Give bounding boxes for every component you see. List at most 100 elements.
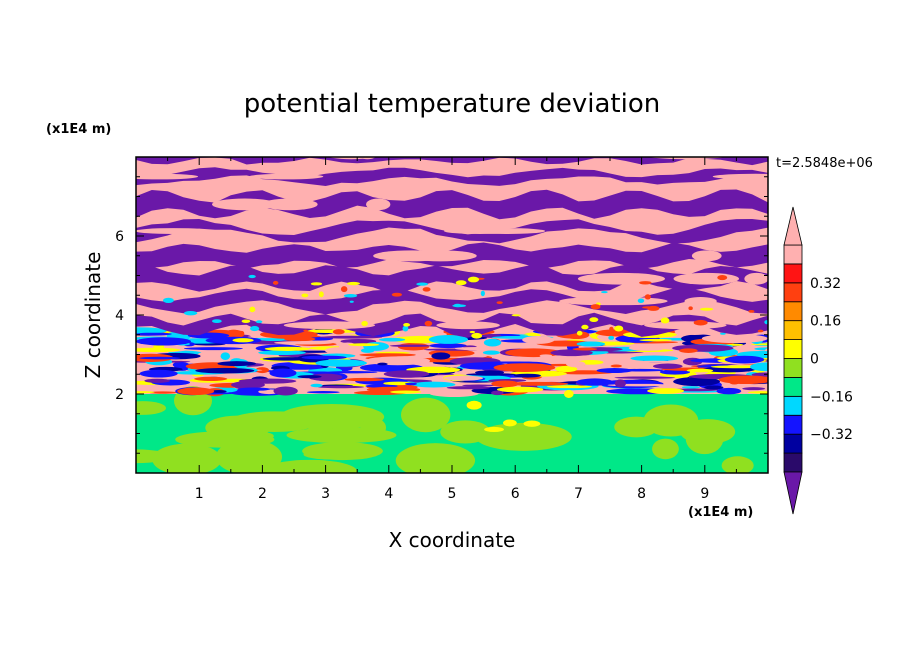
transition-layer-cell <box>564 389 574 398</box>
upper-layer-gap <box>684 297 717 306</box>
x-tick-label: 9 <box>700 486 709 502</box>
y-tick-label: 2 <box>115 387 124 403</box>
interface-speck <box>757 329 764 333</box>
transition-layer-cell <box>390 390 422 394</box>
upper-layer-stripe <box>136 264 768 293</box>
transition-layer-cell <box>614 376 676 379</box>
upper-layer-gap <box>328 157 374 160</box>
transition-layer-cell <box>136 332 172 336</box>
upper-layer-stripe <box>136 167 768 186</box>
transition-layer-cell <box>144 378 171 383</box>
colorbar-band <box>783 358 803 378</box>
interface-speck <box>301 293 309 298</box>
interface-speck <box>639 281 652 285</box>
transition-layer-cell <box>716 387 742 395</box>
interface-speck <box>250 326 260 332</box>
upper-layer-gap <box>261 198 318 211</box>
interface-speck <box>471 332 483 339</box>
colorbar <box>783 206 803 515</box>
transition-layer-cell <box>319 335 383 339</box>
lower-layer-patch <box>401 397 451 433</box>
colorbar-over-arrow <box>783 206 803 246</box>
transition-layer-cell <box>681 386 700 389</box>
interface-speck <box>719 332 726 335</box>
transition-layer-cell <box>139 356 181 360</box>
interface-speck <box>248 274 256 279</box>
upper-layer-gap <box>673 272 740 285</box>
lower-layer-patch <box>136 401 167 415</box>
transition-layer-cell <box>315 359 367 367</box>
transition-layer-cell <box>317 385 365 389</box>
upper-layer-gap <box>249 173 324 180</box>
lower-layer-patch <box>440 420 491 444</box>
interface-speck <box>614 325 624 332</box>
transition-layer-cell <box>429 343 467 349</box>
transition-layer-cell <box>443 375 484 381</box>
colorbar-band <box>783 301 803 322</box>
colorbar-band <box>783 320 803 340</box>
transition-layer-cell <box>274 341 334 345</box>
transition-layer-cell <box>550 349 593 357</box>
interface-speck <box>764 320 768 325</box>
upper-layer-gap <box>691 250 722 262</box>
transition-layer-cell <box>750 362 768 372</box>
transition-layer-cell <box>232 338 254 343</box>
colorbar-tick-label: −0.16 <box>810 389 853 405</box>
interface-speck <box>467 276 480 283</box>
transition-layer-cell <box>742 387 766 391</box>
interface-speck <box>453 303 462 308</box>
lower-layer-patch <box>205 415 270 440</box>
interface-speck <box>340 286 348 293</box>
transition-layer-cell <box>148 391 178 394</box>
transition-layer-cell <box>466 373 516 376</box>
transition-layer-cell <box>539 354 553 358</box>
transition-layer-cell <box>673 377 721 387</box>
transition-layer-cell <box>301 355 347 360</box>
lower-layer-patch <box>298 415 342 430</box>
transition-layer-cell <box>483 338 502 347</box>
colorbar-band <box>783 377 803 397</box>
transition-layer-cell <box>482 350 500 355</box>
transition-layer-cell <box>310 383 323 388</box>
transition-layer-cell <box>258 350 306 356</box>
interface-speck <box>162 297 174 303</box>
transition-layer-cell <box>297 375 322 379</box>
lower-layer-spot <box>523 420 541 427</box>
transition-layer-cell <box>674 327 715 335</box>
transition-layer-cell <box>701 334 768 344</box>
interface-speck <box>391 292 402 297</box>
colorbar-tick-label: −0.32 <box>810 427 853 443</box>
upper-layer-gap <box>744 272 768 285</box>
interface-speck <box>660 317 670 324</box>
colorbar-tick-label: 0.16 <box>810 314 841 330</box>
transition-layer-cell <box>454 347 501 351</box>
transition-layer-cell <box>238 387 271 391</box>
lower-layer-spot <box>502 419 517 427</box>
interface-speck <box>496 301 503 305</box>
transition-layer-cell <box>377 362 388 366</box>
upper-layer-gap <box>136 228 212 235</box>
transition-layer-cell <box>628 345 666 351</box>
interface-speck <box>469 330 476 334</box>
lower-layer-patch <box>395 443 476 473</box>
interface-speck <box>609 326 614 332</box>
transition-layer-cell <box>360 348 375 353</box>
transition-layer-cell <box>411 381 456 388</box>
upper-layer-gap <box>136 173 199 180</box>
y-tick-label: 6 <box>115 229 124 245</box>
interface-speck <box>402 325 409 332</box>
colorbar-band <box>783 339 803 359</box>
x-unit-label: (x1E4 m) <box>688 505 753 520</box>
transition-layer-cell <box>429 389 480 397</box>
interface-speck <box>688 306 693 311</box>
transition-layer-cell <box>428 335 469 344</box>
transition-layer-cell <box>522 335 555 344</box>
upper-layer-gap <box>712 173 768 180</box>
transition-layer-cell <box>513 373 542 378</box>
time-label: t=2.5848e+06 <box>776 156 873 171</box>
y-unit-label: (x1E4 m) <box>46 122 111 137</box>
interface-speck <box>349 300 354 303</box>
transition-layer-cell <box>630 355 679 362</box>
interface-speck <box>642 306 654 309</box>
